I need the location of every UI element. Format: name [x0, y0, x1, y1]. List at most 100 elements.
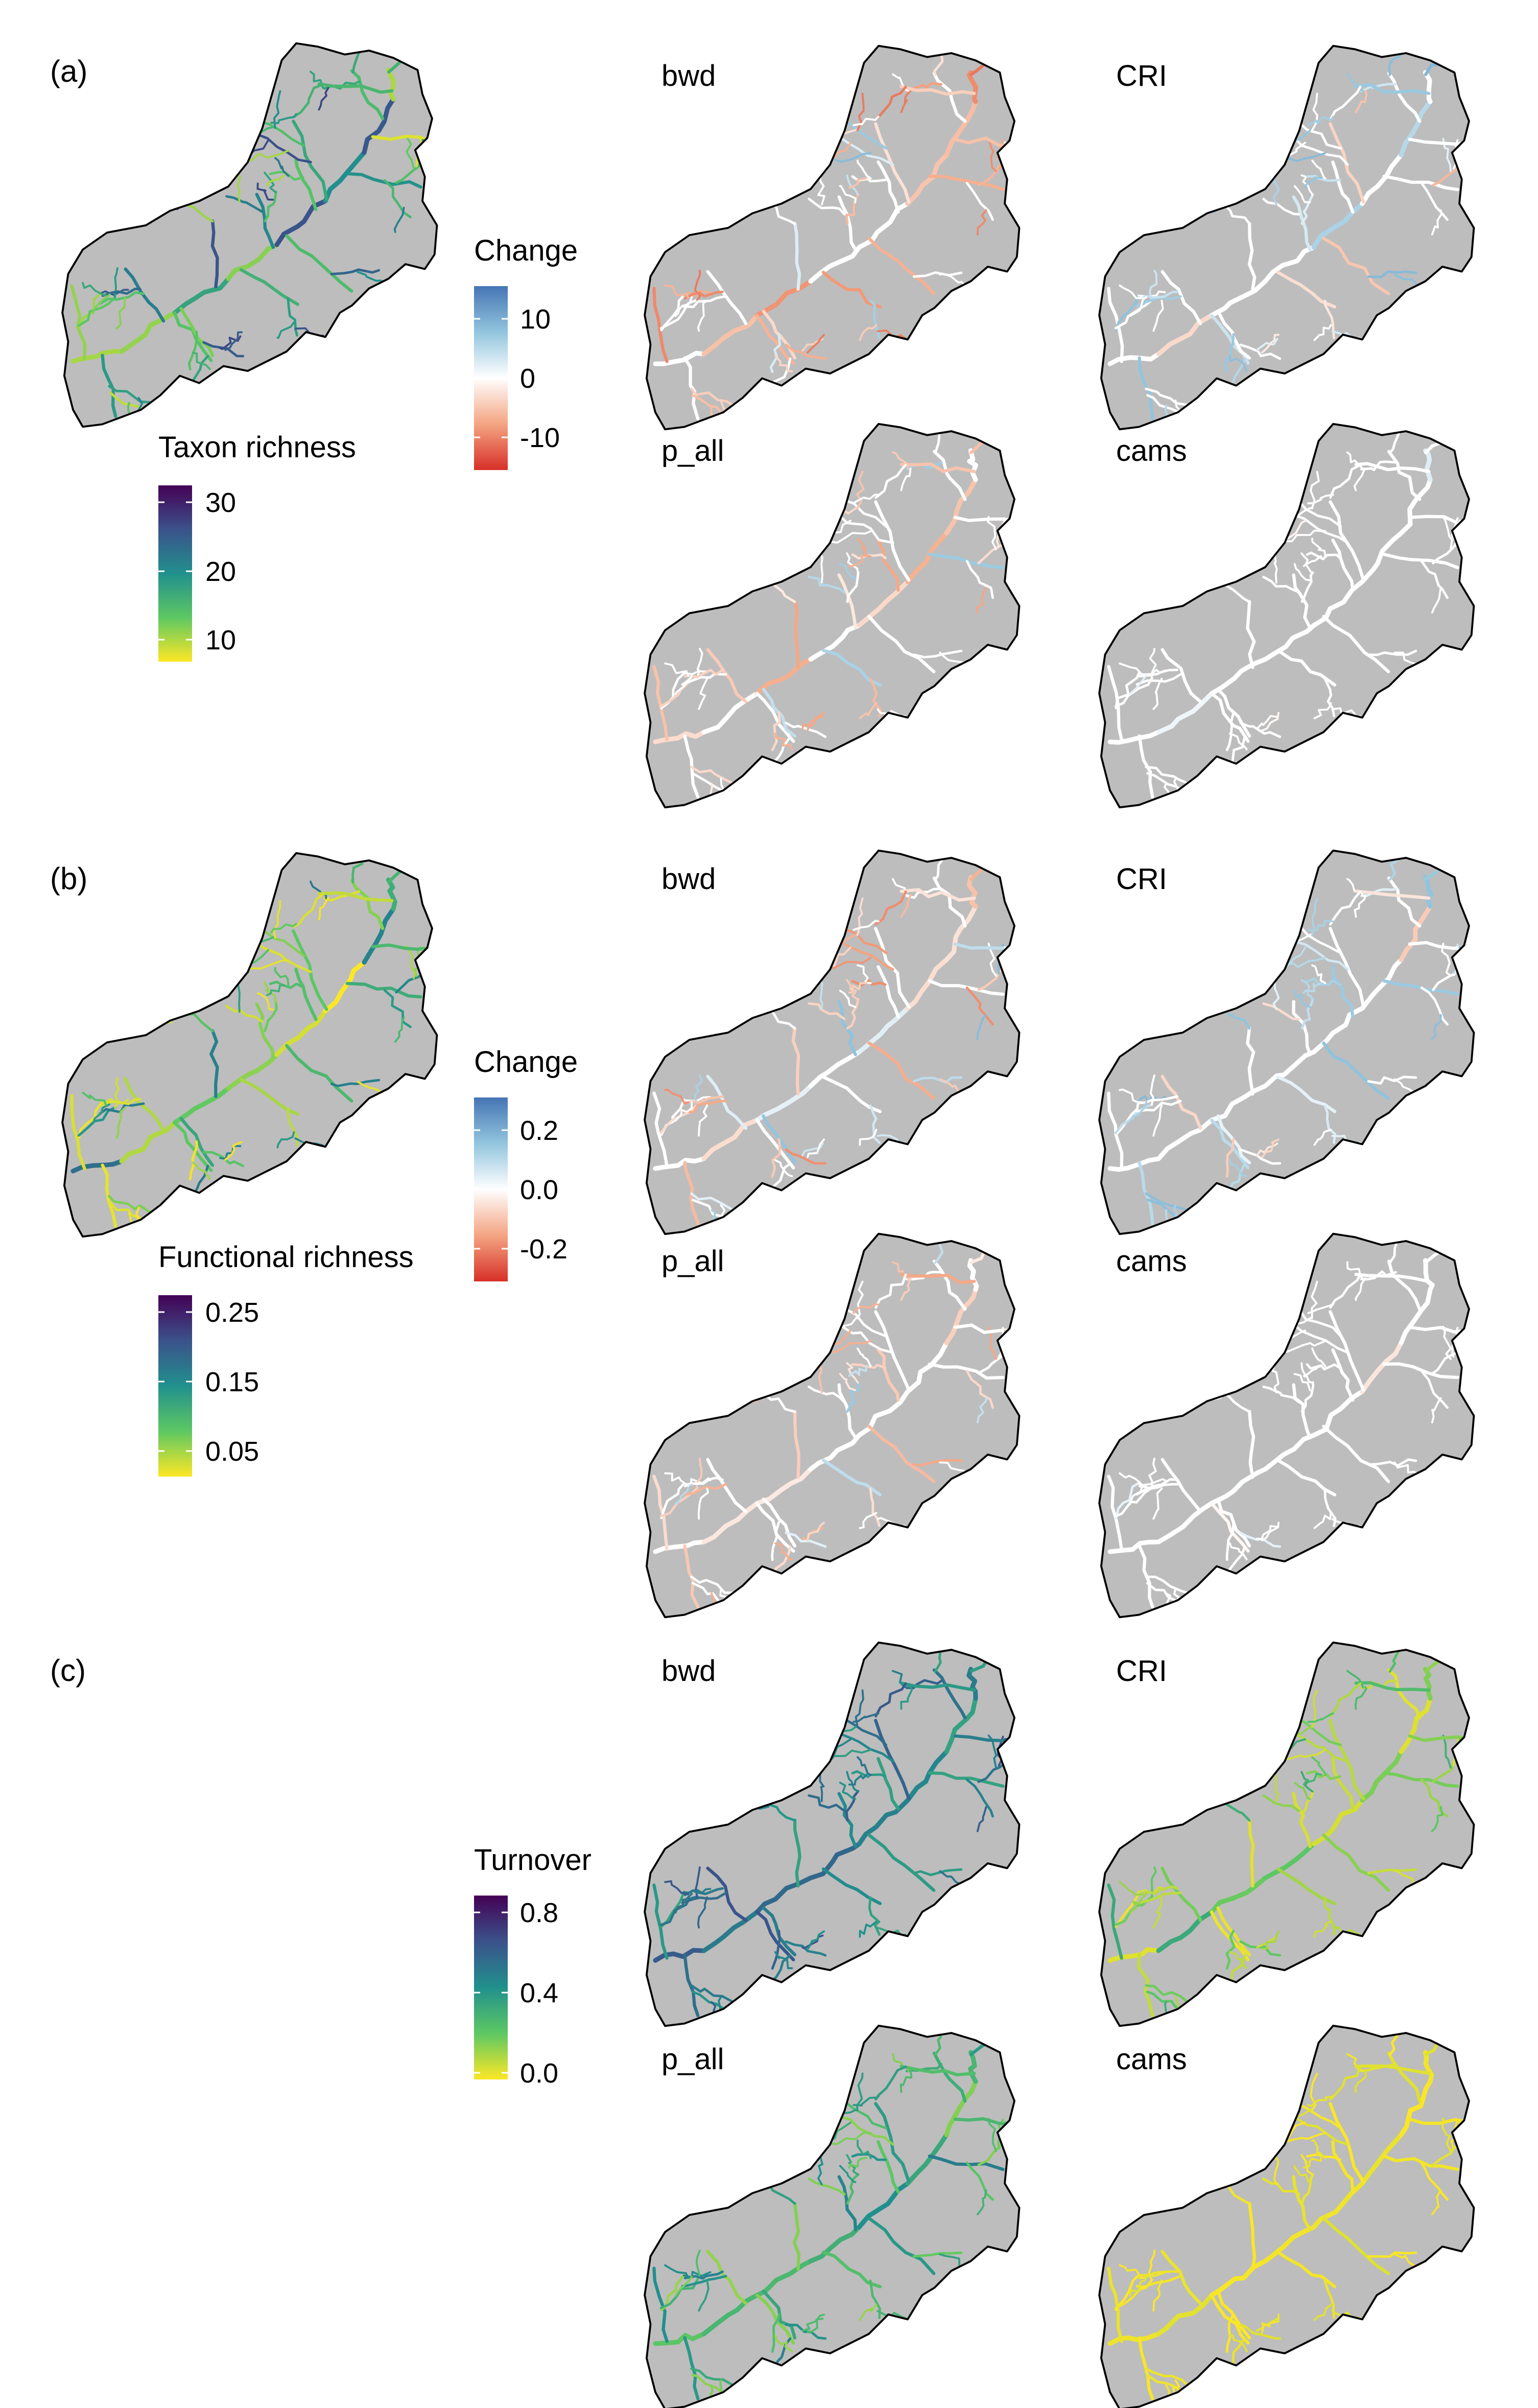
river-segment — [1322, 1041, 1390, 1100]
river-segment — [1046, 974, 1053, 1005]
river-segment — [698, 677, 708, 710]
river-segment — [837, 195, 858, 252]
change-tick-b: 0.0 — [520, 1175, 558, 1205]
river-segment — [256, 992, 274, 1011]
river-segment — [755, 1502, 795, 1553]
river-segment — [1431, 1806, 1444, 1832]
turnover-tick: 0.0 — [520, 2058, 558, 2089]
river-segment — [808, 1794, 846, 1812]
river-segment — [944, 1287, 978, 1346]
river-segment — [1003, 13, 1010, 44]
river-segment — [774, 1951, 793, 1970]
overview-map-b — [61, 852, 438, 1238]
map-label-p-all-a: p_all — [661, 434, 724, 467]
river-segment — [848, 554, 868, 568]
river-segment — [1209, 1875, 1268, 1914]
river-segment — [1138, 1478, 1178, 1489]
river-segment — [1354, 462, 1431, 473]
map-cams-c — [1098, 2024, 1475, 2408]
river-segment — [1306, 977, 1341, 986]
river-segment — [1458, 1596, 1477, 1610]
river-segment — [1119, 284, 1144, 299]
river-segment — [1311, 537, 1327, 558]
river-segment — [801, 1142, 824, 1157]
river-segment — [1228, 732, 1248, 751]
river-segment — [1300, 1771, 1314, 1793]
river-segment — [931, 424, 945, 427]
river-segment — [1222, 1198, 1241, 1222]
river-segment — [853, 1712, 880, 1723]
river-segment — [930, 45, 945, 47]
river-segment — [965, 2161, 994, 2201]
river-segment — [256, 182, 274, 201]
river-segment — [1458, 804, 1477, 818]
river-segment — [1224, 333, 1235, 373]
river-segment — [70, 1159, 124, 1174]
river-segment — [1354, 2064, 1431, 2075]
river-segment — [900, 1277, 912, 1301]
basin-area — [645, 850, 1020, 1234]
river-segment — [349, 853, 363, 856]
river-segment — [652, 2266, 669, 2343]
river-segment — [1441, 942, 1452, 977]
river-segment — [1273, 1771, 1280, 1803]
river-segment — [807, 1930, 825, 1950]
river-segment — [754, 1466, 813, 1506]
river-segment — [1408, 941, 1474, 951]
river-segment — [1228, 1951, 1248, 1970]
river-segment — [771, 1929, 781, 1970]
river-segment — [323, 960, 367, 1014]
river-segment — [285, 234, 353, 293]
change-tick-b: -0.2 — [520, 1234, 567, 1265]
river-segment — [1329, 463, 1362, 499]
river-segment — [1004, 1979, 1023, 1993]
river-segment — [1138, 668, 1178, 678]
river-segment — [1152, 299, 1164, 332]
river-segment — [900, 2069, 913, 2093]
river-segment — [383, 989, 412, 1028]
river-segment — [1004, 1993, 1011, 2024]
river-segment — [292, 893, 325, 928]
river-segment — [857, 1389, 910, 1438]
river-segment — [900, 888, 976, 902]
river-segment — [285, 1044, 353, 1103]
river-segment — [1386, 1642, 1400, 1645]
basin-outline — [644, 1232, 1021, 1619]
river-segment — [185, 390, 204, 414]
river-segment — [905, 2132, 949, 2186]
river-segment — [856, 471, 865, 510]
river-segment — [318, 897, 329, 921]
river-segment — [877, 330, 907, 339]
river-segment — [1322, 237, 1390, 295]
river-segment — [653, 730, 706, 744]
river-segment — [1292, 940, 1349, 971]
river-segment — [192, 352, 211, 370]
river-segment — [1408, 137, 1474, 147]
river-segment — [837, 573, 858, 630]
basin-outline — [644, 423, 1021, 809]
river-segment — [1145, 387, 1188, 406]
river-segment — [1331, 539, 1355, 592]
river-segment — [1002, 1609, 1010, 1641]
river-segment — [1499, 169, 1507, 200]
river-segment — [82, 1091, 107, 1106]
river-segment — [771, 711, 781, 752]
river-segment — [77, 296, 116, 327]
river-segment — [1303, 176, 1322, 189]
river-segment — [330, 268, 381, 275]
river-segment — [1222, 393, 1241, 417]
river-segment — [845, 1790, 860, 1822]
river-segment — [99, 1102, 145, 1115]
river-segment — [1262, 1794, 1300, 1812]
river-segment — [1346, 1261, 1364, 1280]
river-segment — [768, 393, 786, 417]
river-segment — [1292, 1000, 1312, 1057]
river-segment — [877, 1348, 900, 1402]
river-segment — [173, 1121, 213, 1172]
river-segment — [1442, 1325, 1452, 1360]
river-segment — [701, 313, 760, 357]
river-segment — [386, 67, 396, 102]
river-segment — [768, 1198, 786, 1222]
river-segment — [932, 1668, 967, 1720]
river-segment — [1228, 1159, 1248, 1178]
